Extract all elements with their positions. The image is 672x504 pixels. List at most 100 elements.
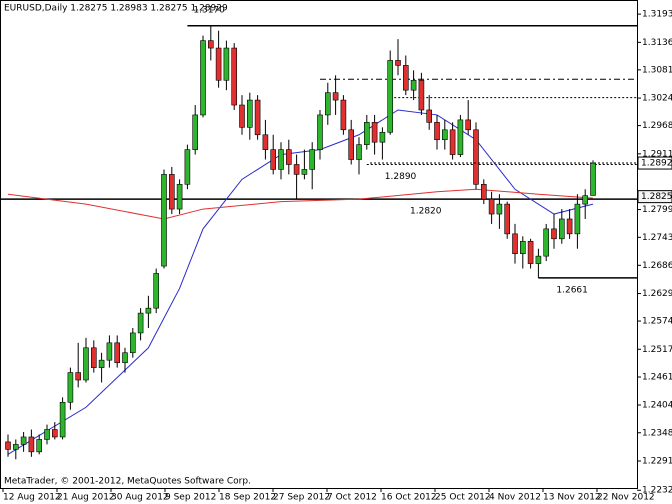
candle-body	[519, 240, 526, 254]
candle-body	[137, 312, 144, 334]
price-label: 1.28251	[641, 192, 672, 202]
candle-body	[36, 439, 43, 453]
candle-body	[278, 149, 284, 170]
footer: MetaTrader, © 2001-2012, MetaQuotes Soft…	[4, 477, 251, 487]
candle-body	[44, 429, 50, 440]
y-tick-label: 1.25740	[642, 317, 672, 327]
x-tick-label: 9 Sep 2012	[165, 493, 216, 503]
candle-body	[301, 169, 308, 175]
candle-body	[395, 60, 401, 66]
candle-body	[130, 332, 136, 354]
y-tick-label: 1.26865	[642, 261, 672, 271]
x-tick-label: 13 Nov 2012	[543, 493, 601, 503]
x-tick-label: 16 Oct 2012	[381, 493, 437, 503]
level-label: 1.2820	[410, 207, 442, 217]
candle-body	[332, 92, 339, 101]
candle-body	[457, 119, 464, 155]
candle-body	[379, 131, 386, 143]
candle-body	[262, 134, 269, 150]
candle-body	[582, 195, 589, 205]
x-tick-label: 25 Oct 2012	[435, 493, 491, 503]
y-tick-label: 1.29115	[642, 149, 672, 159]
price-box	[637, 156, 672, 170]
price-box	[637, 190, 672, 204]
y-tick-label: 1.29685	[642, 121, 672, 131]
candle-body	[215, 47, 222, 81]
candle-body	[426, 109, 433, 123]
y-tick-label: 1.30810	[642, 65, 672, 75]
candle-body	[410, 79, 417, 91]
candle-body	[473, 129, 479, 185]
candle-body	[247, 99, 253, 128]
candle-body	[356, 144, 362, 160]
candle-body	[558, 218, 565, 240]
candle-body	[324, 92, 331, 116]
y-tick-label: 1.22325	[642, 486, 672, 496]
candle-body	[317, 114, 323, 150]
candle-body	[480, 184, 487, 200]
candle-body	[51, 429, 58, 438]
candle-body	[434, 122, 440, 141]
plot-frame	[0, 0, 638, 489]
candle-body	[527, 240, 534, 264]
candle-body	[402, 65, 409, 91]
candle-body	[91, 347, 97, 368]
candle-body	[5, 441, 11, 450]
candle-body	[75, 372, 81, 381]
candle-body	[200, 40, 206, 116]
level-label: 1.2890	[385, 172, 417, 182]
candle-body	[208, 40, 214, 49]
candle-body	[496, 203, 503, 215]
y-tick-label: 1.24045	[642, 401, 672, 411]
y-tick-label: 1.26295	[642, 289, 672, 299]
moving-average	[7, 188, 594, 220]
candle-body	[223, 47, 230, 81]
candle-body	[176, 184, 183, 210]
candle-body	[309, 149, 316, 170]
y-tick-label: 1.31935	[642, 10, 672, 20]
level-label: 1.2661	[556, 285, 588, 295]
x-tick-label: 22 Nov 2012	[597, 493, 655, 503]
candle-body	[465, 119, 472, 131]
x-tick-label: 21 Aug 2012	[57, 493, 115, 503]
candle-body	[98, 359, 105, 368]
x-tick-label: 4 Nov 2012	[489, 493, 541, 503]
candle-body	[169, 174, 175, 210]
candle-body	[67, 372, 74, 403]
x-tick-label: 12 Aug 2012	[3, 493, 61, 503]
candle-body	[363, 122, 370, 145]
x-tick-label: 18 Sep 2012	[219, 493, 276, 503]
candle-body	[285, 149, 292, 165]
x-tick-label: 7 Oct 2012	[327, 493, 377, 503]
candle-body	[28, 436, 35, 453]
candle-body	[192, 114, 198, 150]
candle-body	[566, 218, 573, 235]
candle-body	[153, 273, 159, 309]
candle-body	[239, 104, 245, 128]
y-tick-label: 1.25170	[642, 345, 672, 355]
candle-body	[551, 228, 557, 240]
y-tick-label: 1.30240	[642, 94, 672, 104]
candle-body	[449, 129, 456, 155]
candle-body	[254, 99, 261, 136]
candle-body	[441, 129, 448, 141]
candle-body	[590, 162, 596, 196]
y-tick-label: 1.27990	[642, 205, 672, 215]
candle-body	[13, 444, 19, 450]
candle-body	[122, 352, 128, 363]
y-tick-label: 1.22915	[642, 456, 672, 466]
candle-body	[543, 228, 550, 257]
y-tick-label: 1.24610	[642, 373, 672, 383]
candle-body	[231, 47, 237, 106]
candle-body	[83, 347, 89, 381]
candle-body	[340, 99, 347, 131]
candle-body	[574, 203, 581, 235]
y-tick-label: 1.27430	[642, 233, 672, 243]
candle-body	[371, 122, 378, 143]
candle-body	[270, 149, 277, 170]
y-tick-label: 1.31365	[642, 38, 672, 48]
candle-body	[161, 174, 167, 267]
candle-body	[512, 233, 518, 254]
candle-body	[387, 60, 394, 133]
candle-body	[114, 342, 120, 363]
